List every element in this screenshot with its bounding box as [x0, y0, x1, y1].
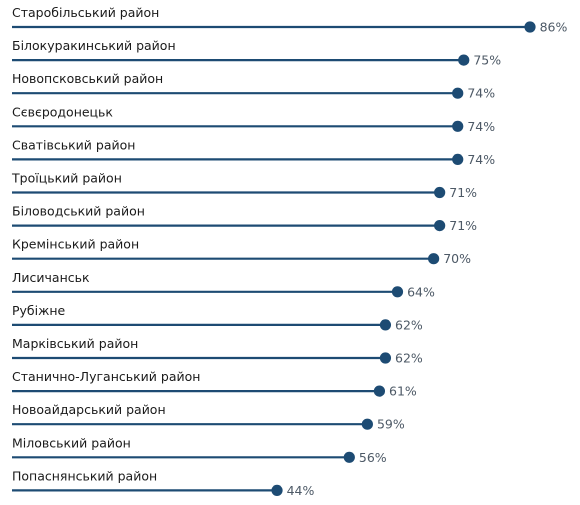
chart-row: Лисичанськ 64% — [12, 270, 435, 299]
category-label: Міловський район — [12, 435, 131, 450]
chart-row: Міловський район 56% — [12, 435, 387, 465]
category-label: Станично-Луганський район — [12, 369, 200, 384]
chart-row: Станично-Луганський район 61% — [12, 369, 417, 399]
category-label: Кремінський район — [12, 237, 139, 252]
value-label: 71% — [449, 218, 477, 233]
chart-row: Біловодський район 71% — [12, 204, 477, 233]
chart-row: Новоайдарський район 59% — [12, 402, 405, 432]
value-label: 74% — [467, 152, 495, 167]
chart-row: Сєвєродонецьк 74% — [12, 104, 495, 134]
category-label: Сватівський район — [12, 137, 135, 152]
value-label: 71% — [449, 185, 477, 200]
category-label: Новопсковський район — [12, 71, 163, 86]
chart-row: Новопсковський район 74% — [12, 71, 495, 101]
lollipop-dot — [452, 153, 464, 165]
chart-row: Попаснянський район 44% — [12, 468, 315, 498]
lollipop-dot — [379, 319, 392, 331]
category-label: Старобільський район — [12, 5, 159, 20]
chart-row: Кремінський район 70% — [12, 237, 471, 266]
category-label: Сєвєродонецьк — [12, 104, 113, 119]
category-label: Рубіжне — [12, 303, 66, 318]
value-label: 74% — [467, 86, 495, 101]
value-label: 44% — [287, 483, 315, 498]
lollipop-dot — [343, 451, 355, 463]
lollipop-dot — [428, 253, 440, 265]
lollipop-dot — [361, 418, 373, 430]
lollipop-dot — [373, 385, 386, 397]
lollipop-dot — [271, 484, 283, 496]
chart-row: Білокуракинський район 75% — [12, 38, 501, 68]
value-label: 74% — [467, 119, 495, 134]
value-label: 70% — [443, 251, 471, 266]
category-label: Троїцький район — [11, 171, 122, 186]
lollipop-dot — [458, 54, 470, 66]
lollipop-dot — [524, 21, 536, 33]
chart-row: Старобільський район 86% — [12, 5, 568, 35]
lollipop-dot — [391, 286, 404, 298]
category-label: Біловодський район — [12, 204, 145, 219]
value-label: 64% — [407, 284, 435, 299]
category-label: Попаснянський район — [12, 468, 157, 483]
lollipop-dot — [434, 186, 446, 199]
chart-row: Сватівський район 74% — [12, 137, 495, 167]
value-label: 59% — [377, 417, 405, 432]
value-label: 62% — [395, 351, 423, 366]
lollipop-dot — [379, 352, 392, 364]
chart-row: Марківський район 62% — [12, 336, 423, 366]
value-label: 86% — [540, 20, 568, 35]
lollipop-dot — [434, 220, 446, 232]
value-label: 56% — [359, 450, 387, 465]
value-label: 75% — [473, 53, 501, 68]
chart-row: Троїцький район 71% — [11, 171, 477, 201]
value-label: 62% — [395, 317, 423, 332]
chart-row: Рубіжне 62% — [12, 303, 423, 332]
category-label: Лисичанськ — [12, 270, 90, 285]
value-label: 61% — [389, 384, 417, 399]
category-label: Марківський район — [12, 336, 138, 351]
lollipop-dot — [452, 87, 464, 99]
category-label: Новоайдарський район — [12, 402, 166, 417]
lollipop-dot — [452, 120, 464, 132]
category-label: Білокуракинський район — [12, 38, 176, 53]
